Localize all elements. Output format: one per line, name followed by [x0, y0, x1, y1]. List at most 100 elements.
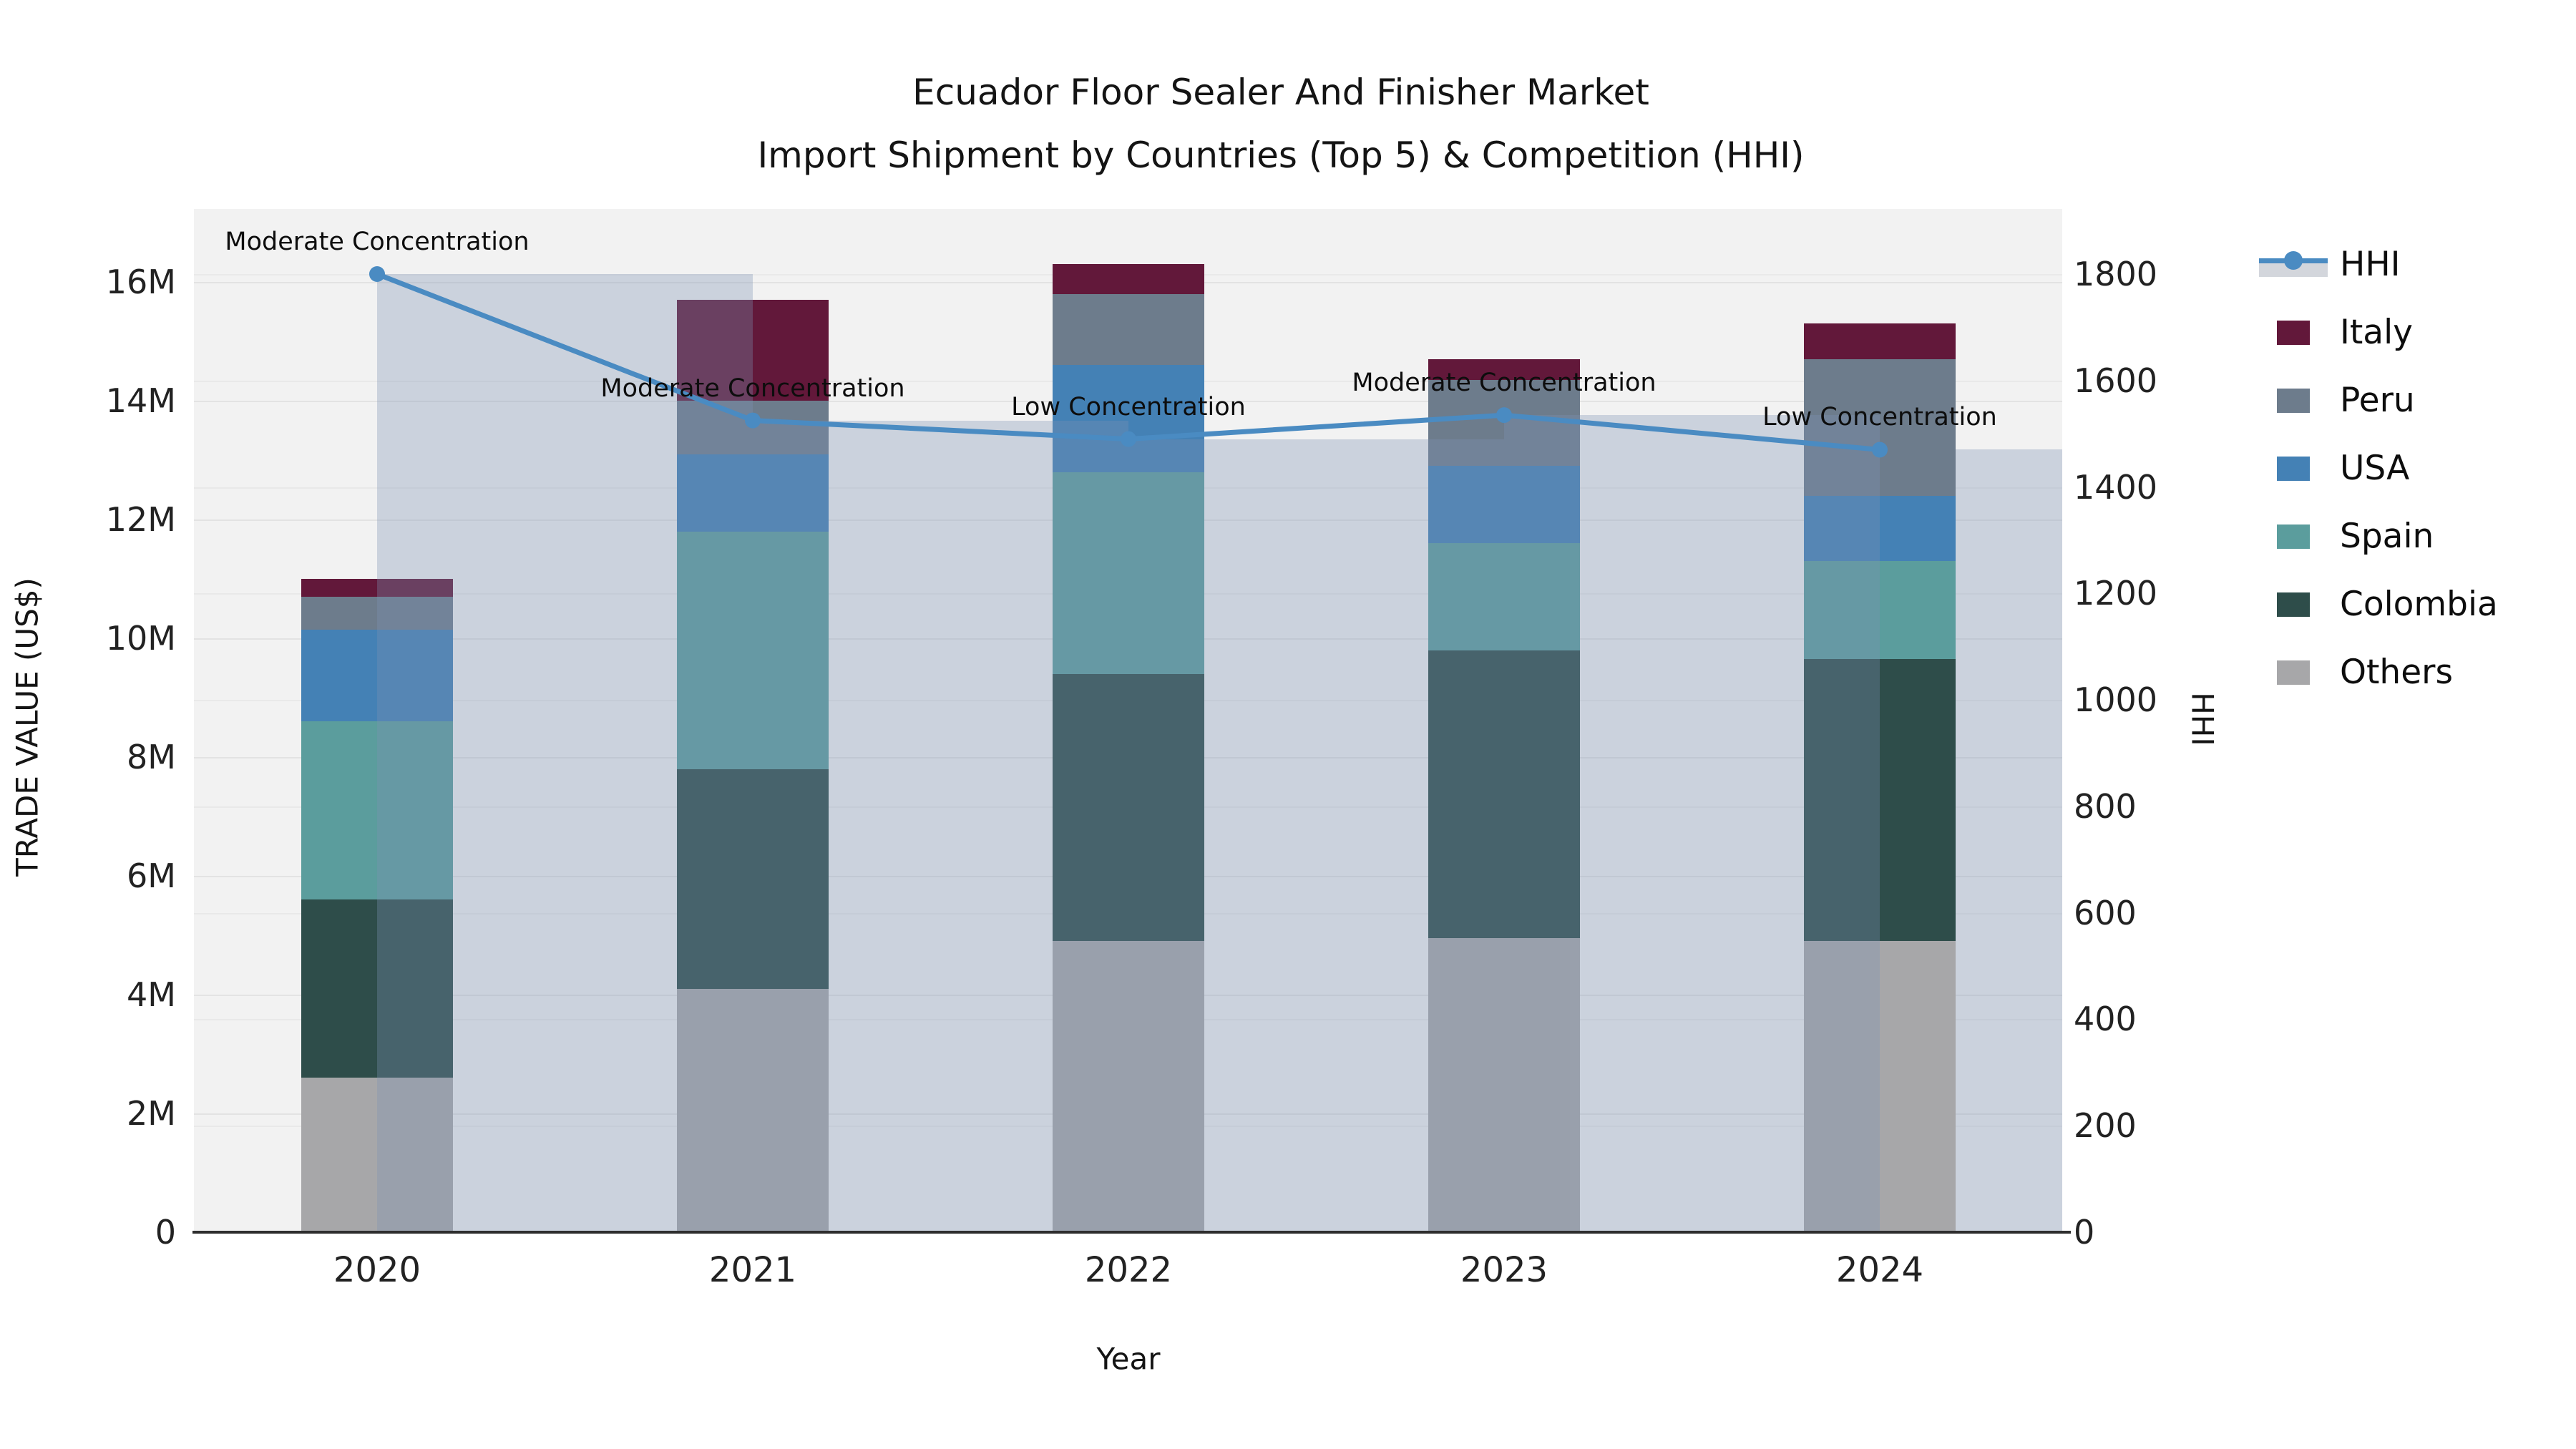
plot-area: Moderate Concentration Moderate Concentra… [194, 209, 2062, 1232]
bar-segment-italy [1053, 264, 1204, 294]
legend-item-peru: Peru [2254, 366, 2498, 434]
y-right-tick-label: 600 [2074, 893, 2137, 932]
annotation-label: Moderate Concentration [600, 374, 905, 403]
legend-icon-box [2254, 250, 2333, 277]
annotation-label: Moderate Concentration [1352, 369, 1657, 398]
bar-segment-usa [677, 454, 829, 532]
legend-item-label: Others [2340, 653, 2453, 692]
hhi-overlay-bar [1504, 415, 1880, 1232]
hhi-line [376, 271, 1880, 452]
bar-segment-usa [301, 629, 453, 722]
bar-column-2021 [677, 209, 829, 1232]
bar-column-2023 [1428, 209, 1580, 1232]
annotation-label: Moderate Concentration [225, 228, 530, 256]
legend-item-label: USA [2340, 449, 2410, 488]
bar-segment-spain [677, 531, 829, 769]
x-tick-label: 2021 [708, 1250, 797, 1290]
x-tick-label: 2020 [333, 1250, 421, 1290]
bar-segment-usa [1804, 495, 1956, 562]
y-left-tick-label: 6M [127, 857, 176, 895]
y-right-tick-label: 0 [2074, 1213, 2095, 1252]
bar-segment-spain [1428, 543, 1580, 650]
legend-icon-box [2254, 660, 2333, 685]
y-right-axis-title: HHI [2185, 692, 2220, 746]
y-left-tick-label: 10M [105, 619, 176, 658]
hhi-marker [745, 412, 761, 429]
y-left-tick-label: 14M [105, 381, 176, 420]
legend-swatch-spain [2277, 524, 2310, 549]
legend-item-label: Colombia [2340, 585, 2498, 624]
legend-item-italy: Italy [2254, 298, 2498, 366]
legend-swatch-usa [2277, 456, 2310, 481]
hhi-marker [1496, 407, 1512, 424]
bar-segment-peru [1804, 358, 1956, 496]
annotation-label: Low Concentration [1011, 392, 1246, 421]
y-left-tick-label: 16M [105, 263, 176, 301]
hhi-marker [1872, 441, 1888, 458]
bar-segment-colombia [677, 769, 829, 989]
legend-item-label: Peru [2340, 381, 2415, 420]
legend-icon-box [2254, 524, 2333, 549]
legend-swatch-colombia [2277, 592, 2310, 617]
y-left-tick-label: 2M [127, 1094, 176, 1133]
legend-item-usa: USA [2254, 434, 2498, 502]
bar-segment-colombia [1053, 673, 1204, 942]
x-tick-label: 2023 [1460, 1250, 1548, 1290]
y-right-tick-label: 1600 [2074, 361, 2158, 400]
legend-swatch-others [2277, 660, 2310, 685]
y-right-tick-label: 200 [2074, 1106, 2137, 1146]
x-tick-label: 2024 [1835, 1250, 1924, 1290]
hhi-overlay-bar [377, 274, 753, 1232]
bar-segment-others [301, 1078, 453, 1232]
bar-segment-others [1053, 941, 1204, 1232]
bar-column-2022 [1053, 209, 1204, 1232]
legend-item-label: Italy [2340, 313, 2413, 352]
y-left-tick-label: 8M [127, 738, 176, 776]
bar-column-2020 [301, 209, 453, 1232]
legend-item-label: HHI [2340, 245, 2401, 284]
legend-item-label: Spain [2340, 517, 2434, 556]
hhi-marker [369, 266, 385, 282]
bar-segment-usa [1053, 365, 1204, 472]
bar-segment-others [1428, 938, 1580, 1232]
legend-icon-box [2254, 320, 2333, 345]
y-right-tick-label: 800 [2074, 786, 2137, 826]
hhi-marker-icon [2284, 250, 2303, 270]
bar-segment-colombia [301, 899, 453, 1078]
legend-item-spain: Spain [2254, 502, 2498, 570]
bar-segment-italy [301, 579, 453, 597]
x-axis-title: Year [1096, 1341, 1161, 1377]
y-left-tick-label: 4M [127, 975, 176, 1014]
bar-segment-colombia [1428, 650, 1580, 939]
bar-segment-peru [1428, 379, 1580, 467]
bar-column-2024 [1804, 209, 1956, 1232]
bar-segment-usa [1428, 466, 1580, 544]
y-left-tick-label: 12M [105, 500, 176, 539]
bar-segment-spain [301, 721, 453, 900]
chart-title-line1: Ecuador Floor Sealer And Finisher Market [912, 72, 1649, 113]
legend-swatch-peru [2277, 388, 2310, 413]
bar-segment-italy [677, 299, 829, 401]
hhi-line-icon [2259, 250, 2328, 277]
bar-segment-peru [301, 596, 453, 630]
hhi-marker [1121, 431, 1136, 447]
bar-segment-italy [1804, 323, 1956, 359]
bar-segment-peru [1053, 293, 1204, 366]
bar-segment-others [1804, 941, 1956, 1232]
hhi-overlay-bar [1128, 439, 1504, 1232]
bar-segment-colombia [1804, 659, 1956, 942]
legend-item-hhi: HHI [2254, 230, 2498, 298]
hhi-overlay-bar [753, 420, 1128, 1232]
y-right-tick-label: 400 [2074, 1000, 2137, 1039]
y-right-tick-label: 1200 [2074, 574, 2158, 613]
hhi-line-svg [369, 266, 1888, 458]
legend-item-others: Others [2254, 638, 2498, 706]
bar-segment-spain [1804, 561, 1956, 660]
annotation-label: Low Concentration [1762, 403, 1997, 432]
legend-icon-box [2254, 456, 2333, 481]
legend-item-colombia: Colombia [2254, 570, 2498, 638]
x-axis-line [192, 1231, 2071, 1234]
y-right-tick-label: 1800 [2074, 255, 2158, 293]
bar-segment-others [677, 988, 829, 1232]
